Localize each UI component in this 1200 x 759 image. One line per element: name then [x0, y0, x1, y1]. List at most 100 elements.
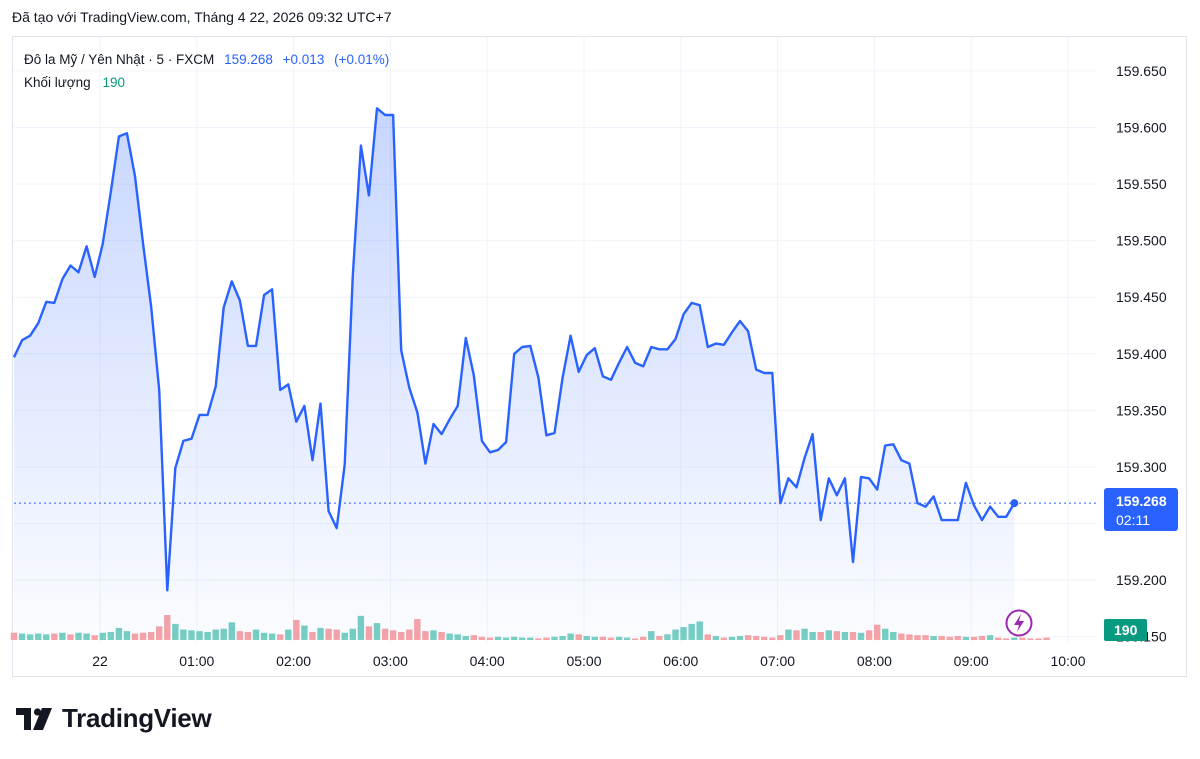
volume-bar — [761, 636, 768, 640]
volume-bar — [631, 638, 639, 640]
x-tick-label: 07:00 — [760, 653, 795, 669]
volume-badge-label: 190 — [1114, 622, 1138, 638]
volume-bar — [51, 633, 58, 640]
x-tick-label: 22 — [92, 653, 108, 669]
volume-bar — [551, 636, 558, 640]
tradingview-logo-icon — [16, 707, 52, 730]
volume-bar — [519, 637, 526, 640]
x-tick-label: 08:00 — [857, 653, 892, 669]
volume-bar — [478, 636, 486, 640]
y-axis-labels: 159.650 159.600 159.550 159.500 159.450 159.4… — [1116, 63, 1167, 645]
volume-bar — [994, 637, 1002, 640]
volume-bar — [656, 635, 663, 640]
countdown-label: 02:11 — [1116, 512, 1150, 528]
volume-bar — [26, 634, 34, 640]
volume-bar — [18, 633, 26, 640]
volume-bar — [736, 635, 744, 640]
legend-volume-value: 190 — [102, 75, 125, 90]
volume-bar — [777, 635, 784, 640]
volume-bar — [744, 635, 752, 640]
volume-bar — [664, 634, 671, 640]
y-tick-label: 159.600 — [1116, 119, 1167, 135]
volume-bar — [946, 636, 953, 640]
volume-bar — [591, 636, 599, 640]
brand-name: TradingView — [62, 703, 212, 733]
x-axis-labels: 22 01:00 02:00 03:00 04:00 05:00 06:00 07:00 08:… — [92, 653, 1086, 669]
y-tick-label: 159.450 — [1116, 289, 1167, 305]
y-tick-label: 159.350 — [1116, 402, 1167, 418]
volume-bar — [962, 636, 970, 640]
x-tick-label: 01:00 — [179, 653, 214, 669]
volume-bar — [938, 635, 945, 640]
legend-change: +0.013 — [282, 52, 325, 67]
volume-bar — [1019, 637, 1026, 640]
last-price-dot — [1010, 499, 1019, 508]
x-tick-label: 04:00 — [470, 653, 505, 669]
volume-bar — [954, 635, 962, 640]
volume-bar — [454, 634, 461, 640]
y-tick-label: 159.500 — [1116, 233, 1167, 249]
volume-bar — [1011, 637, 1018, 640]
volume-bar — [978, 635, 986, 640]
volume-bar — [898, 633, 905, 640]
volume-bar — [930, 635, 937, 640]
brand[interactable]: TradingView — [16, 703, 212, 734]
volume-bar — [1035, 638, 1042, 640]
volume-bar — [567, 633, 574, 640]
volume-bar — [599, 636, 607, 640]
volume-bar — [462, 635, 469, 640]
price-chart[interactable]: 159.650 159.600 159.550 159.500 159.450 159.4… — [0, 0, 1200, 680]
volume-bar — [615, 636, 623, 640]
volume-bar — [83, 633, 90, 640]
volume-bar — [35, 633, 42, 640]
volume-bar — [527, 637, 534, 640]
legend-volume-label[interactable]: Khối lượng — [24, 75, 91, 90]
y-tick-label: 159.200 — [1116, 572, 1167, 588]
volume-bar — [914, 635, 921, 640]
volume-bar — [446, 633, 453, 640]
volume-bar — [752, 635, 760, 640]
volume-bar — [970, 636, 978, 640]
chart-legend: Đô la Mỹ / Yên Nhật · 5 · FXCM 159.268 +… — [24, 48, 389, 94]
volume-bar — [704, 634, 711, 640]
volume-bar — [623, 637, 631, 640]
volume-badge: 190 — [1104, 619, 1147, 641]
volume-bar — [543, 637, 550, 640]
y-tick-label: 159.300 — [1116, 459, 1167, 475]
volume-bar — [494, 636, 502, 640]
volume-bar — [640, 636, 647, 640]
volume-bar — [502, 637, 510, 640]
legend-change-pct: (+0.01%) — [334, 52, 390, 67]
legend-symbol-row: Đô la Mỹ / Yên Nhật · 5 · FXCM 159.268 +… — [24, 48, 389, 71]
volume-bar — [607, 637, 615, 640]
y-tick-label: 159.400 — [1116, 346, 1167, 362]
volume-bar — [986, 635, 994, 640]
flash-icon[interactable] — [1005, 609, 1033, 637]
price-line — [12, 107, 1016, 592]
x-tick-label: 03:00 — [373, 653, 408, 669]
x-tick-label: 05:00 — [566, 653, 601, 669]
volume-bar — [769, 637, 776, 640]
chart-caption: Đã tạo với TradingView.com, Tháng 4 22, … — [12, 9, 392, 25]
last-price-badge: 159.268 02:11 — [1104, 488, 1178, 531]
volume-bar — [575, 634, 582, 640]
volume-bar — [728, 636, 736, 640]
volume-bar — [712, 635, 720, 640]
volume-bar — [43, 634, 50, 640]
volume-bar — [67, 634, 74, 640]
y-tick-label: 159.650 — [1116, 63, 1167, 79]
volume-bar — [486, 637, 494, 640]
legend-price: 159.268 — [224, 52, 273, 67]
volume-bar — [277, 634, 284, 640]
y-tick-label: 159.550 — [1116, 176, 1167, 192]
legend-volume-row: Khối lượng 190 — [24, 71, 389, 94]
volume-bar — [922, 635, 929, 640]
volume-bar — [1003, 638, 1010, 640]
volume-bar — [906, 634, 913, 640]
x-tick-label: 10:00 — [1050, 653, 1085, 669]
volume-bar — [720, 637, 728, 640]
legend-symbol[interactable]: Đô la Mỹ / Yên Nhật · 5 · FXCM — [24, 52, 215, 67]
x-tick-label: 09:00 — [954, 653, 989, 669]
chart-frame — [12, 36, 1187, 677]
volume-bar — [535, 638, 542, 640]
